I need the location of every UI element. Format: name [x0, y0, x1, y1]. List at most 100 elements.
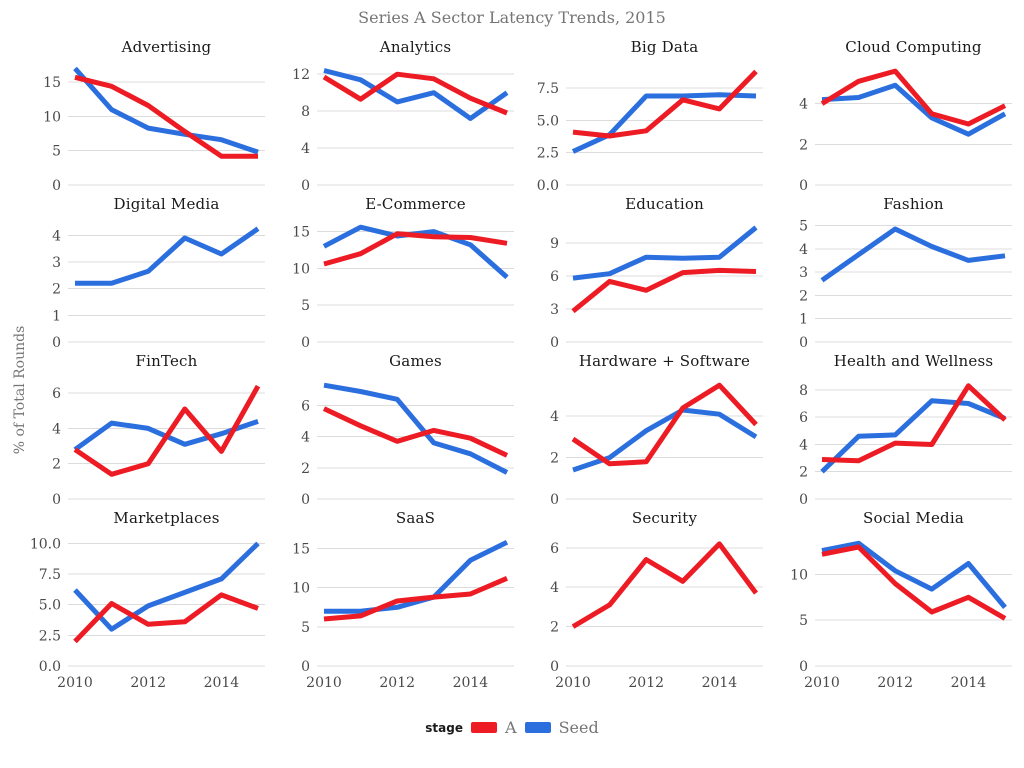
series-a-line	[571, 541, 759, 629]
y-tick-label: 15	[292, 225, 310, 241]
series-seed-line	[323, 382, 509, 475]
chart-canvas: 8 6 4 2 0	[799, 383, 1012, 508]
subplot-title: Big Data	[630, 38, 699, 56]
subplot-fashion: Fashion 5 4 3 2 1 0	[769, 193, 1018, 351]
chart-canvas: 5 4 3 2 1 0	[799, 218, 1012, 351]
series-seed-line	[75, 226, 260, 286]
subplot-title: FinTech	[135, 352, 198, 370]
chart-canvas: 9 6 3 0	[550, 225, 763, 351]
series-seed-line	[73, 541, 260, 632]
x-tick-label: 2014	[951, 675, 987, 691]
subplot-analytics: Analytics 12 8 4 0	[271, 36, 520, 194]
y-tick-label: 6	[550, 541, 559, 557]
subplot-title: Analytics	[379, 38, 452, 56]
subplot-e-commerce: E-Commerce 15 10 5 0	[271, 193, 520, 351]
series-seed-line	[571, 92, 757, 154]
x-tick-label: 2014	[702, 675, 738, 691]
subplot-title: Marketplaces	[113, 509, 220, 527]
y-tick-label: 0	[550, 335, 559, 349]
y-tick-label: 6	[52, 386, 61, 402]
subplot-title: Social Media	[863, 509, 964, 527]
subplot-digital-media: Digital Media 4 3 2 1 0	[22, 193, 271, 351]
subplot-hardware-software: Hardware + Software 4 2 0	[520, 350, 769, 508]
y-tick-label: 0	[52, 178, 61, 192]
y-tick-label: 2	[52, 282, 61, 298]
y-tick-label: 4	[799, 437, 808, 453]
series-seed-line	[820, 398, 1006, 474]
series-seed-line	[821, 540, 1007, 610]
chart-canvas: 4 3 2 1 0	[52, 226, 265, 351]
chart-canvas: 15 10 5 0	[43, 66, 265, 194]
series-a-line	[322, 71, 508, 116]
y-tick-label: 2	[799, 137, 808, 153]
y-tick-label: 0	[52, 335, 61, 349]
chart-title: Series A Sector Latency Trends, 2015	[358, 8, 666, 27]
x-tick-label: 2012	[877, 675, 913, 691]
y-tick-label: 0	[301, 178, 310, 192]
series-a-line	[74, 74, 258, 159]
subplot-title: Advertising	[121, 38, 212, 56]
y-tick-label: 15	[292, 542, 310, 558]
y-tick-label: 2	[550, 620, 559, 636]
subplot-saas: SaaS 15 10 5 0 2010 2012 2014	[271, 507, 520, 697]
chart-canvas: 6 4 2 0	[52, 384, 265, 508]
series-a-line	[571, 382, 758, 467]
y-tick-label: 0	[301, 492, 310, 506]
y-tick-label: 3	[52, 255, 61, 271]
y-tick-label: 2.5	[39, 628, 61, 644]
y-tick-label: 10	[790, 567, 808, 583]
subplot-health-and-wellness: Health and Wellness 8 6 4 2 0	[769, 350, 1018, 508]
series-a-line	[323, 576, 508, 622]
subplot-games: Games 6 4 2 0	[271, 350, 520, 508]
x-tick-label: 2010	[555, 675, 591, 691]
y-tick-label: 1	[52, 308, 61, 324]
y-tick-label: 2	[550, 451, 559, 467]
y-tick-label: 2	[799, 465, 808, 481]
y-tick-label: 4	[301, 430, 310, 446]
legend-title: stage	[425, 720, 463, 735]
y-tick-label: 2.5	[537, 146, 559, 162]
x-tick-label: 2012	[628, 675, 664, 691]
y-tick-label: 5	[799, 218, 808, 234]
y-tick-label: 0	[799, 659, 808, 675]
subplot-title: Cloud Computing	[845, 38, 982, 56]
y-tick-label: 10	[292, 261, 310, 277]
y-tick-label: 10	[292, 581, 310, 597]
x-tick-label: 2010	[57, 675, 93, 691]
x-tick-label: 2010	[306, 675, 342, 691]
subplot-title: Education	[625, 195, 704, 213]
y-tick-label: 0.0	[537, 178, 559, 192]
y-tick-label: 2	[52, 457, 61, 473]
chart-canvas: 15 10 5 0	[292, 225, 514, 351]
y-tick-label: 12	[292, 67, 310, 83]
y-tick-label: 0	[301, 659, 310, 675]
chart-canvas: 6 4 2 0	[301, 382, 514, 508]
series-a-line	[73, 384, 261, 477]
y-tick-label: 2	[301, 461, 310, 477]
series-a-line	[820, 68, 1007, 127]
series-seed-line	[73, 66, 259, 155]
legend-entry-a: A	[505, 718, 517, 737]
legend-entry-seed: Seed	[558, 718, 599, 737]
series-seed-line	[572, 407, 758, 473]
chart-canvas: 4 2 0	[550, 382, 763, 508]
legend: stage A Seed	[0, 718, 1024, 737]
subplot-title: Hardware + Software	[578, 352, 751, 370]
legend-swatch-seed	[524, 722, 551, 733]
subplot-title: Digital Media	[113, 195, 220, 213]
subplot-advertising: Advertising 15 10 5 0	[22, 36, 271, 194]
chart-canvas: 7.5 5.0 2.5 0.0	[537, 69, 763, 194]
y-tick-label: 8	[301, 104, 310, 120]
subplot-security: Security 6 4 2 0 2010 2012 2014	[520, 507, 769, 697]
y-tick-label: 0	[799, 335, 808, 349]
legend-swatch-a	[471, 722, 497, 733]
y-tick-label: 1	[799, 312, 808, 328]
y-tick-label: 3	[550, 302, 559, 318]
subplot-big-data: Big Data 7.5 5.0 2.5 0.0	[520, 36, 769, 194]
series-seed-line	[821, 82, 1007, 137]
chart-canvas: 12 8 4 0	[292, 67, 514, 194]
y-tick-label: 4	[301, 141, 310, 157]
